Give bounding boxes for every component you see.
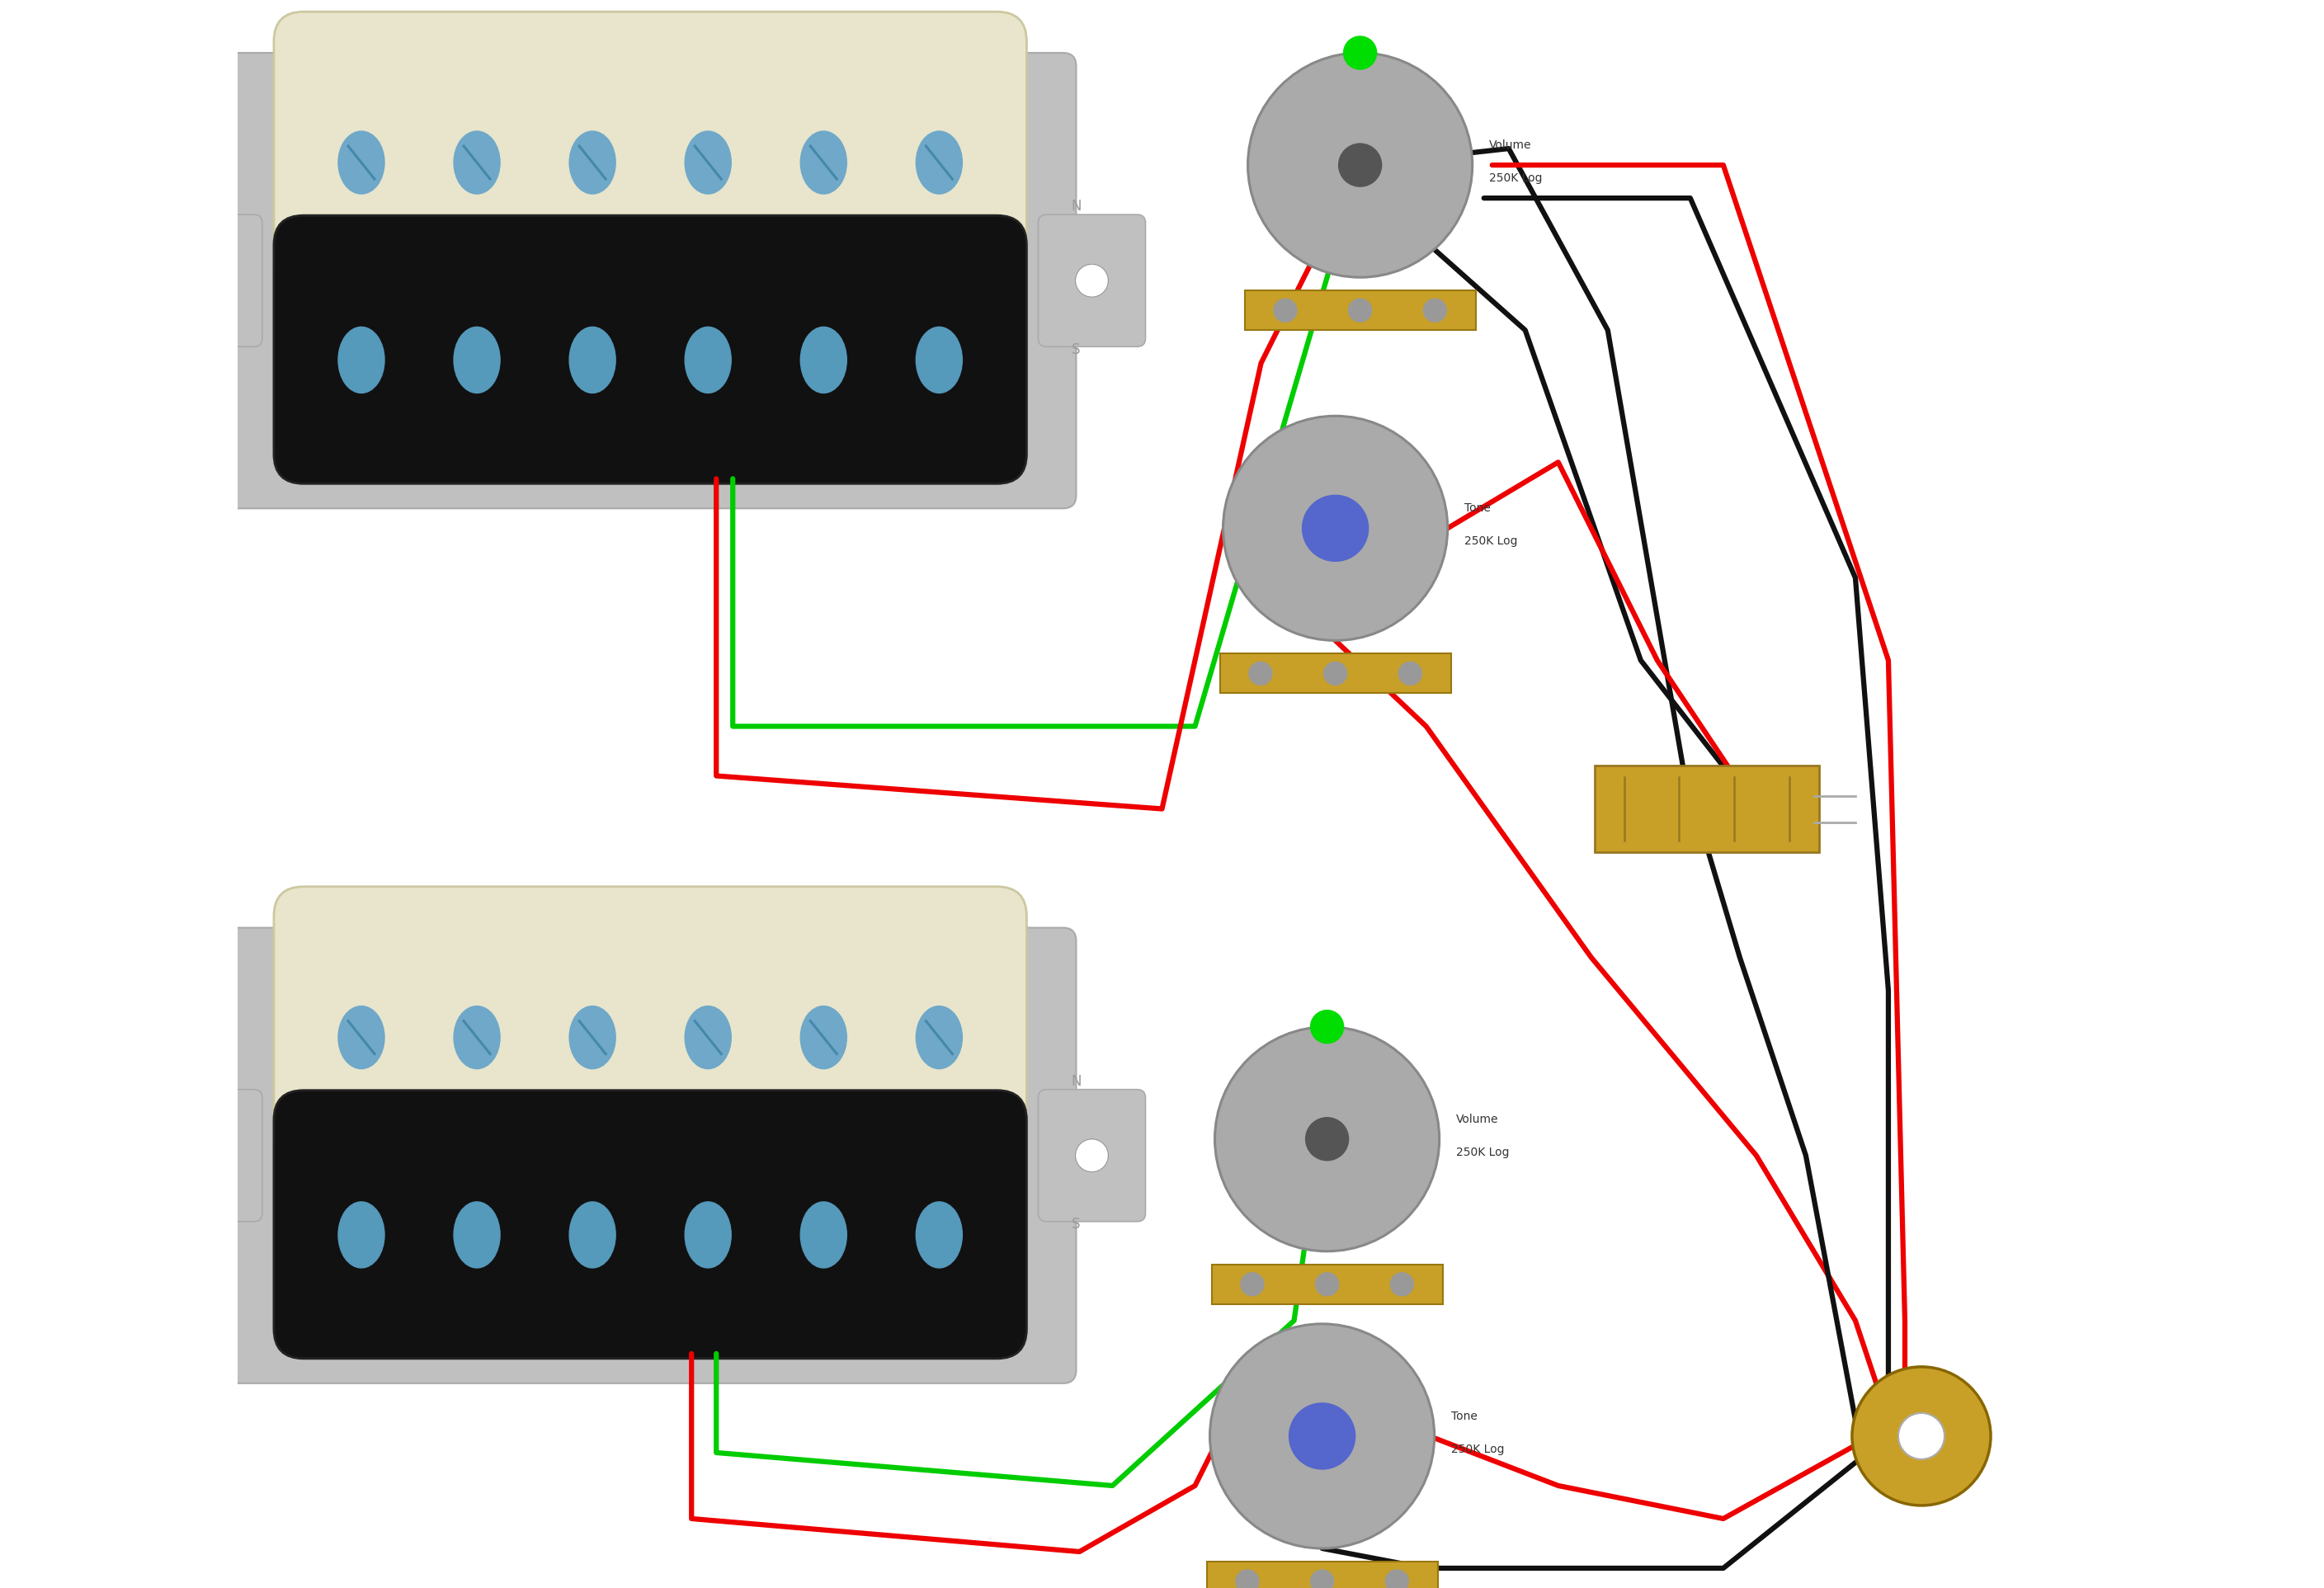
Ellipse shape (916, 327, 962, 392)
Text: N: N (1071, 1073, 1081, 1089)
Circle shape (1301, 495, 1369, 561)
Ellipse shape (453, 1007, 500, 1069)
FancyBboxPatch shape (1039, 214, 1146, 346)
Circle shape (193, 1139, 225, 1172)
Ellipse shape (569, 1202, 616, 1267)
Circle shape (1348, 299, 1371, 322)
Circle shape (1241, 1272, 1264, 1296)
FancyBboxPatch shape (274, 216, 1027, 484)
FancyBboxPatch shape (1039, 1089, 1146, 1221)
Ellipse shape (916, 1007, 962, 1069)
FancyBboxPatch shape (225, 927, 1076, 1383)
Text: S: S (1071, 1216, 1081, 1232)
FancyBboxPatch shape (274, 11, 1027, 291)
Ellipse shape (453, 1202, 500, 1267)
Ellipse shape (339, 1007, 383, 1069)
Ellipse shape (453, 132, 500, 194)
FancyBboxPatch shape (1211, 1264, 1443, 1304)
Circle shape (1076, 264, 1109, 297)
Text: 250K Log: 250K Log (1464, 535, 1518, 548)
Circle shape (1311, 1571, 1334, 1588)
Circle shape (1211, 1324, 1434, 1548)
Text: Volume: Volume (1490, 140, 1532, 151)
Ellipse shape (686, 1202, 732, 1267)
Circle shape (1390, 1272, 1413, 1296)
FancyBboxPatch shape (1220, 654, 1450, 694)
Circle shape (1301, 1415, 1343, 1458)
Circle shape (1311, 1010, 1343, 1043)
FancyBboxPatch shape (1246, 291, 1476, 330)
FancyBboxPatch shape (156, 1089, 263, 1221)
Ellipse shape (686, 1007, 732, 1069)
Ellipse shape (799, 132, 846, 194)
Text: Tone: Tone (1464, 503, 1490, 515)
Circle shape (1343, 37, 1376, 70)
Circle shape (1248, 52, 1473, 278)
Text: 250K Log: 250K Log (1455, 1147, 1508, 1158)
Text: 250K Log: 250K Log (1490, 173, 1543, 184)
Circle shape (1899, 1413, 1945, 1459)
Circle shape (1076, 1139, 1109, 1172)
Text: N: N (1071, 198, 1081, 214)
Text: 250K Log: 250K Log (1450, 1443, 1504, 1455)
Ellipse shape (686, 132, 732, 194)
FancyBboxPatch shape (225, 52, 1076, 508)
FancyBboxPatch shape (274, 1091, 1027, 1359)
Circle shape (1306, 1118, 1348, 1161)
Ellipse shape (799, 1007, 846, 1069)
Ellipse shape (339, 132, 383, 194)
FancyBboxPatch shape (156, 214, 263, 346)
Circle shape (1399, 662, 1422, 684)
Ellipse shape (453, 327, 500, 392)
Circle shape (1315, 1272, 1339, 1296)
Circle shape (1422, 299, 1446, 322)
Ellipse shape (799, 327, 846, 392)
Text: S: S (1071, 341, 1081, 357)
Ellipse shape (569, 132, 616, 194)
Circle shape (1290, 1404, 1355, 1469)
Circle shape (1248, 662, 1271, 684)
Circle shape (1222, 416, 1448, 640)
Circle shape (1325, 662, 1348, 684)
FancyBboxPatch shape (1594, 765, 1820, 851)
FancyBboxPatch shape (1206, 1561, 1439, 1588)
Ellipse shape (339, 1202, 383, 1267)
Ellipse shape (799, 1202, 846, 1267)
Ellipse shape (569, 327, 616, 392)
Circle shape (1852, 1367, 1992, 1505)
Circle shape (1385, 1571, 1408, 1588)
Ellipse shape (916, 132, 962, 194)
Ellipse shape (916, 1202, 962, 1267)
Circle shape (193, 264, 225, 297)
FancyBboxPatch shape (274, 886, 1027, 1166)
Circle shape (1274, 299, 1297, 322)
Text: Volume: Volume (1455, 1113, 1499, 1124)
Ellipse shape (686, 327, 732, 392)
Ellipse shape (339, 327, 383, 392)
Ellipse shape (569, 1007, 616, 1069)
Circle shape (1236, 1571, 1260, 1588)
Circle shape (1215, 1027, 1439, 1251)
Circle shape (1339, 143, 1380, 186)
Text: Tone: Tone (1450, 1410, 1478, 1423)
Circle shape (1313, 507, 1357, 549)
